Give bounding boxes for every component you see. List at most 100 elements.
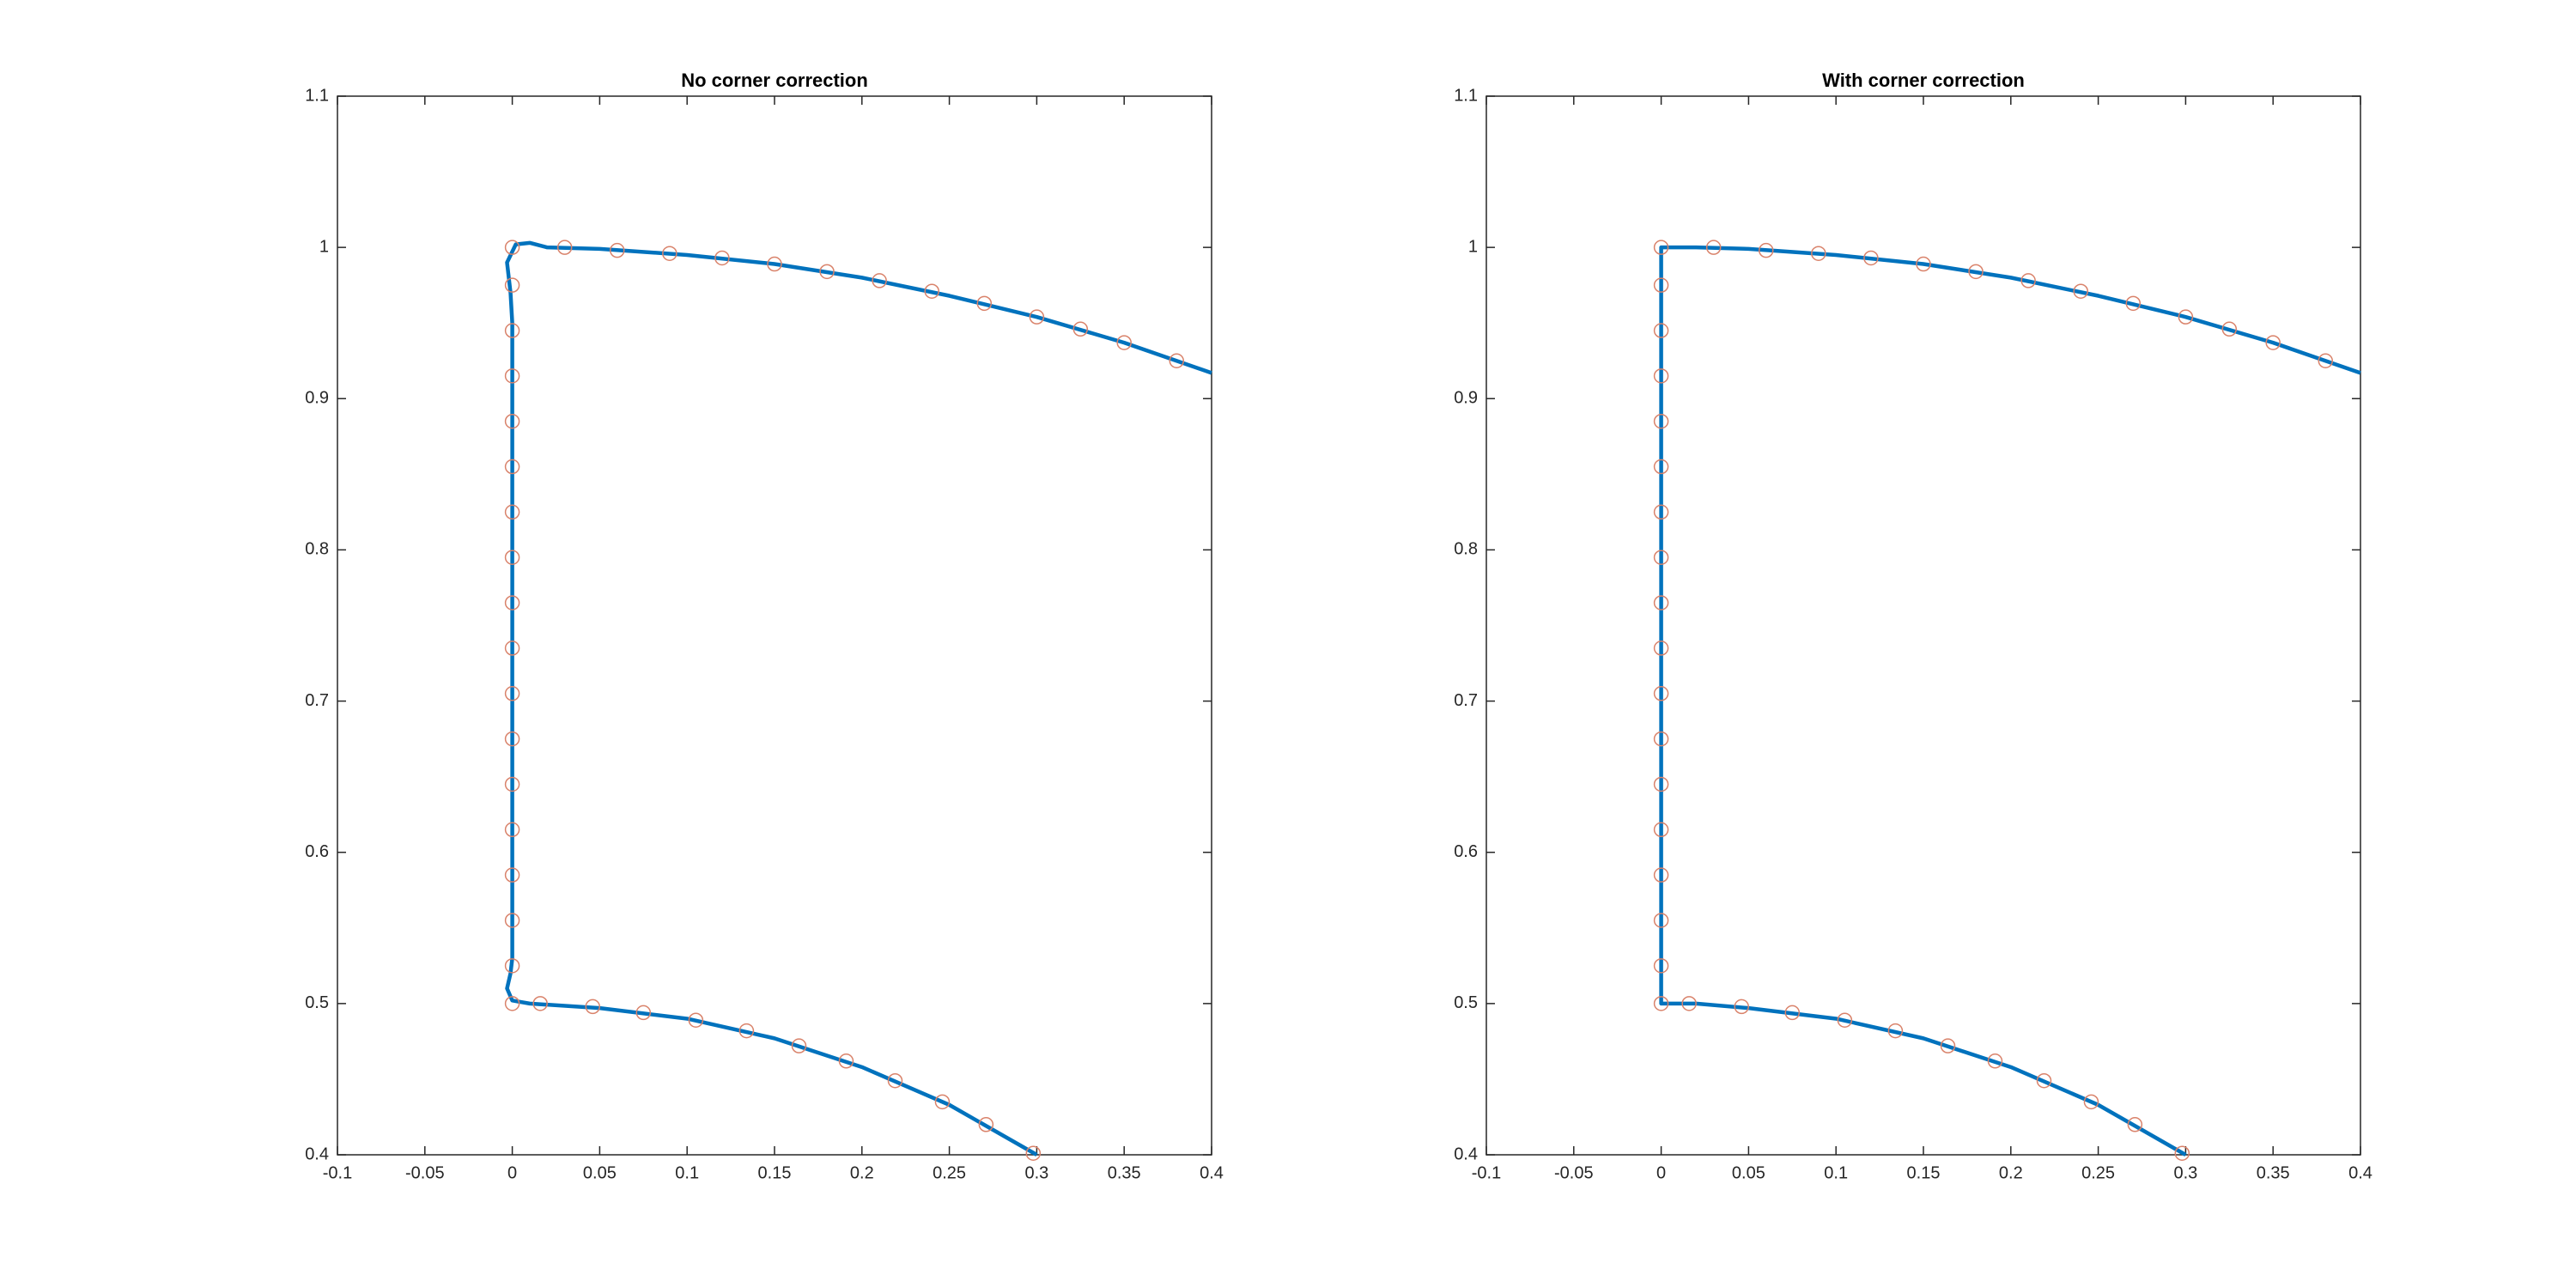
point-marker [1705,240,1722,255]
point-marker [978,1117,994,1132]
point-marker [1681,996,1697,1011]
point-marker [532,996,548,1011]
y-tick-label: 0.7 [305,691,329,710]
point-marker [504,867,520,883]
point-marker [504,549,520,565]
y-tick-label: 0.5 [1454,993,1478,1012]
point-marker [688,1012,704,1028]
y-tick-label: 0.5 [305,993,329,1012]
x-tick-label: 0.05 [583,1163,617,1182]
point-marker [504,640,520,656]
point-marker [2318,353,2334,368]
y-tick-label: 0.4 [1454,1144,1478,1163]
x-tick-label: 0.25 [2081,1163,2115,1182]
point-marker [1653,913,1669,928]
point-marker [872,273,887,288]
point-marker [1759,242,1774,258]
point-marker [2125,295,2142,312]
point-marker [1653,958,1669,974]
point-marker [504,458,520,475]
point-marker [819,264,835,280]
point-marker [504,240,520,255]
point-marker [1653,731,1669,747]
point-marker [1987,1053,2003,1069]
point-marker [504,996,520,1011]
point-marker [504,323,520,338]
point-marker [662,246,677,261]
point-marker [1653,240,1669,255]
point-marker [714,250,730,266]
point-marker [504,413,520,429]
point-marker [1653,368,1669,384]
point-marker [1653,996,1669,1011]
point-marker [1072,321,1089,337]
point-marker [504,913,520,928]
point-marker [2083,1094,2099,1110]
chart-title: No corner correction [681,70,868,91]
point-marker [504,776,520,792]
point-marker [1169,353,1185,368]
x-tick-label: -0.05 [405,1163,445,1182]
point-marker [504,595,520,610]
point-marker [1863,250,1879,266]
point-marker [1837,1012,1853,1028]
point-marker [2174,1145,2190,1161]
point-marker [1968,264,1984,280]
x-tick-label: 0.35 [1108,1163,1141,1182]
y-tick-label: 1 [1468,237,1478,256]
x-tick-label: 0.2 [850,1163,874,1182]
point-marker [585,999,601,1015]
point-marker [1029,309,1045,325]
point-marker [1653,413,1669,429]
point-marker [1653,822,1669,838]
x-tick-label: 0.1 [675,1163,699,1182]
point-marker [738,1023,755,1039]
chart-title: With corner correction [1822,70,2025,91]
point-marker [504,731,520,747]
point-marker [1653,323,1669,338]
point-marker [1653,640,1669,656]
x-tick-label: 0 [1656,1163,1666,1182]
point-marker [1653,776,1669,792]
x-tick-label: -0.05 [1554,1163,1594,1182]
x-tick-label: 0 [507,1163,517,1182]
point-marker [1916,256,1931,272]
point-marker [2178,309,2194,325]
curve [1659,245,2361,1157]
x-tick-label: 0.35 [2257,1163,2290,1182]
x-tick-label: 0.15 [1907,1163,1941,1182]
x-tick-label: 0.05 [1732,1163,1765,1182]
point-marker [976,295,993,312]
point-marker [2127,1117,2143,1132]
point-marker [1653,549,1669,565]
point-marker [504,822,520,838]
point-marker [2020,273,2036,288]
y-tick-label: 0.9 [305,389,329,408]
point-marker [504,368,520,384]
point-marker [1653,458,1669,475]
y-tick-label: 0.8 [305,540,329,559]
x-tick-label: -0.1 [323,1163,352,1182]
point-marker [1784,1005,1801,1021]
x-tick-label: 0.2 [1999,1163,2023,1182]
point-marker [1887,1023,1904,1039]
point-marker [635,1005,652,1021]
point-marker [791,1038,807,1053]
axes-box [1485,95,2361,1156]
x-tick-label: -0.1 [1472,1163,1501,1182]
x-tick-label: 0.1 [1824,1163,1848,1182]
point-marker [2265,335,2281,350]
point-marker [1734,999,1750,1015]
y-tick-label: 0.6 [305,842,329,861]
point-marker [556,240,573,255]
point-marker [1025,1145,1042,1161]
x-tick-label: 0.4 [1200,1163,1224,1182]
point-marker [1653,867,1669,883]
y-tick-label: 1 [319,237,329,256]
x-tick-label: 0.3 [2173,1163,2197,1182]
point-marker [1653,504,1669,520]
y-tick-label: 0.9 [1454,389,1478,408]
point-marker [2036,1072,2052,1089]
